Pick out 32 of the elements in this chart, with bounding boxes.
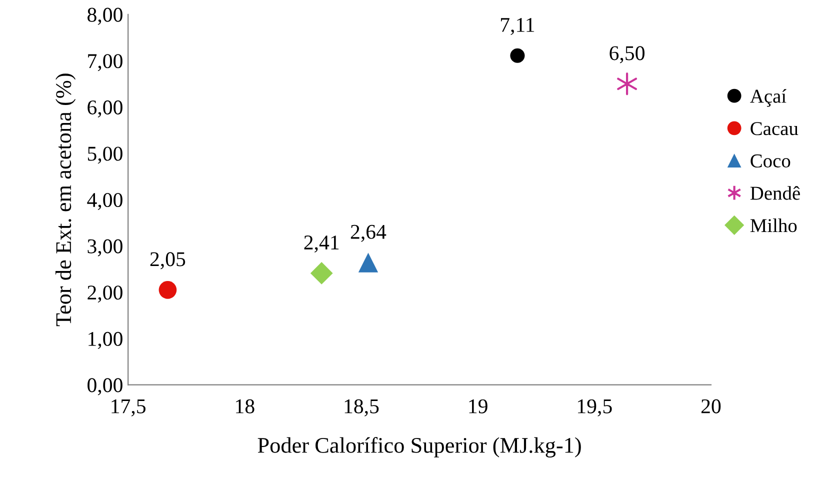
data-label: 2,41 [304, 236, 339, 253]
point [310, 262, 333, 284]
legend-label: Coco [750, 154, 790, 168]
data-label: 6,50 [610, 46, 644, 64]
x-tick-label: 20 [701, 399, 721, 414]
y-tick-label: 5,00 [88, 146, 122, 164]
y-tick-label: 7,00 [88, 54, 122, 72]
legend-label: Cacau [750, 122, 798, 136]
legend-label: Milho [750, 218, 797, 232]
data-label: 2,64 [350, 224, 386, 242]
x-tick-label: 19,5 [578, 399, 612, 416]
x-tick-label: 17,5 [112, 399, 146, 416]
y-axis-title: Teor de Ext. em acetona (%) [55, 74, 76, 326]
y-tick-label: 2,00 [88, 286, 122, 303]
point [617, 72, 638, 96]
y-tick-label: 4,00 [87, 192, 122, 210]
x-tick-label: 18,5 [344, 399, 379, 416]
y-tick-label: 3,00 [88, 239, 122, 256]
data-label: 2,05 [150, 252, 186, 270]
data-label: 7,11 [500, 18, 534, 35]
point [158, 280, 177, 299]
x-tick-label: 18 [236, 399, 254, 414]
x-tick-label: 19 [469, 399, 488, 414]
x-axis-title: Poder Calorífico Superior (MJ.kg-1) [258, 437, 581, 458]
point [358, 252, 378, 272]
y-tick-label: 0,00 [88, 378, 122, 396]
legend-label: Açaí [750, 89, 786, 107]
point [510, 48, 525, 63]
legend-label: Dendê [750, 186, 800, 200]
y-tick-label: 8,00 [88, 8, 122, 25]
y-tick-label: 6,00 [88, 100, 122, 118]
y-tick-label: 1,00 [88, 332, 122, 349]
